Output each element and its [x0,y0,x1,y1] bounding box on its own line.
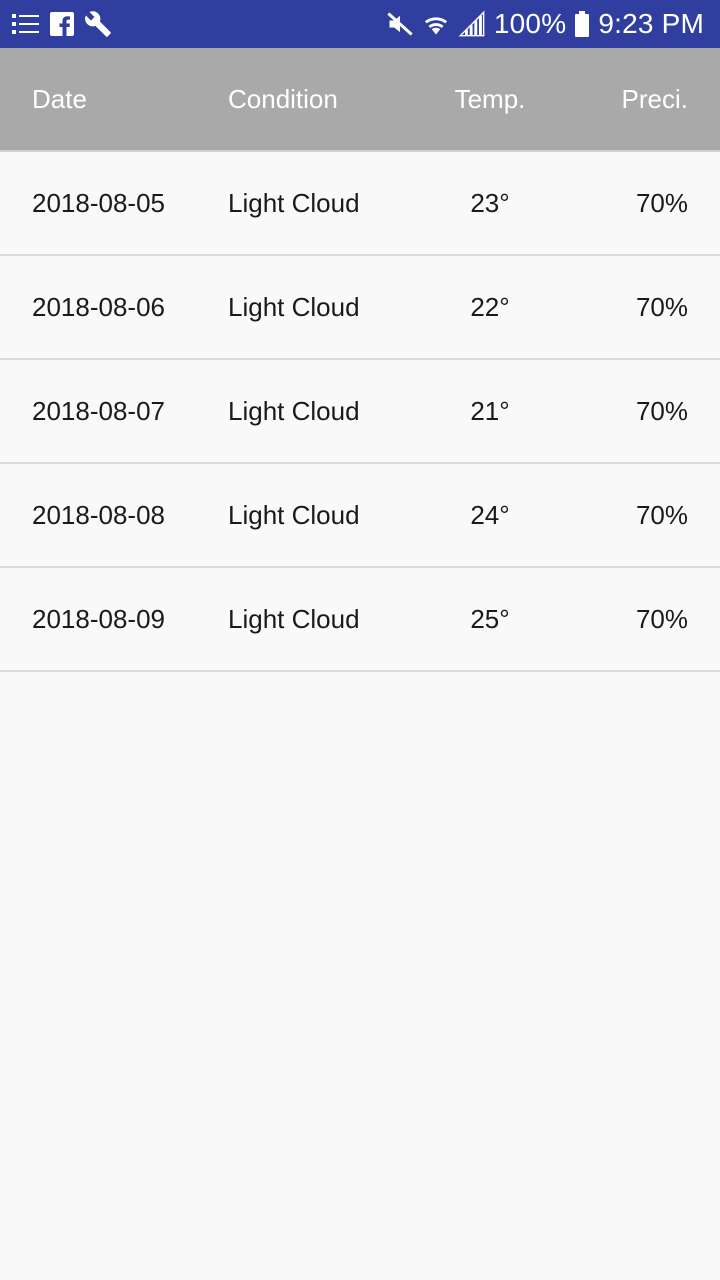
row-condition: Light Cloud [228,500,360,530]
header-condition: Condition [228,84,338,114]
row-preci: 70% [635,292,688,322]
row-preci: 70% [635,500,688,530]
battery-icon [574,10,590,38]
facebook-icon [50,12,74,36]
table-row[interactable]: 2018-08-08 Light Cloud 24° 70% [0,464,720,568]
row-preci: 70% [635,604,688,634]
list-icon [12,12,40,36]
header-date: Date [32,84,87,114]
row-temp: 25° [470,604,510,634]
row-condition: Light Cloud [228,292,360,322]
header-temp: Temp. [454,84,526,114]
row-condition: Light Cloud [228,188,360,218]
table-row[interactable]: 2018-08-09 Light Cloud 25° 70% [0,568,720,672]
row-condition: Light Cloud [228,604,360,634]
row-date: 2018-08-09 [32,604,165,634]
table-row[interactable]: 2018-08-07 Light Cloud 21° 70% [0,360,720,464]
table-header: Date Condition Temp. Preci. [0,48,720,152]
row-temp: 23° [470,188,510,218]
status-bar-left [12,8,112,40]
row-preci: 70% [635,188,688,218]
row-date: 2018-08-08 [32,500,165,530]
row-date: 2018-08-06 [32,292,165,322]
row-condition: Light Cloud [228,396,360,426]
status-bar-right: 100% 9:23 PM [386,8,704,40]
table-row[interactable]: 2018-08-05 Light Cloud 23° 70% [0,152,720,256]
row-preci: 70% [635,396,688,426]
wrench-icon [84,10,112,38]
wifi-icon [422,10,450,38]
row-date: 2018-08-05 [32,188,165,218]
table-row[interactable]: 2018-08-06 Light Cloud 22° 70% [0,256,720,360]
status-bar: 100% 9:23 PM [0,0,720,48]
battery-percentage: 100% [493,8,567,39]
row-temp: 22° [470,292,510,322]
row-temp: 21° [470,396,510,426]
mute-icon [386,10,414,38]
header-preci: Preci. [621,84,688,114]
row-temp: 24° [470,500,510,530]
forecast-list: 2018-08-05 Light Cloud 23° 70% 2018-08-0… [0,152,720,672]
row-date: 2018-08-07 [32,396,165,426]
signal-icon [458,10,486,38]
clock: 9:23 PM [598,8,704,39]
